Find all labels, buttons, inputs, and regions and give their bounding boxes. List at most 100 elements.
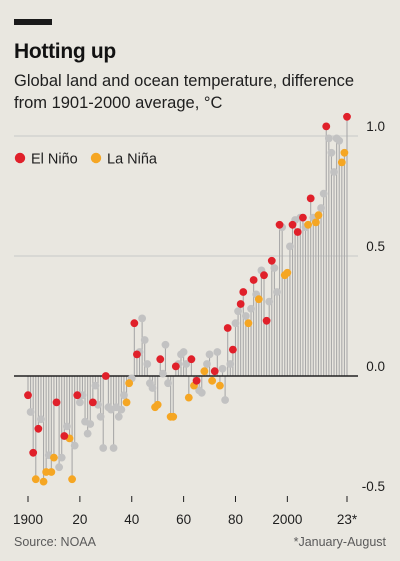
neutral-point-1905 — [37, 415, 45, 424]
y-tick-label: 0.5 — [366, 239, 385, 254]
la-nina-point-2011 — [311, 218, 320, 227]
legend-la-nina-label: La Niña — [107, 152, 158, 168]
el-nino-point-1992 — [262, 316, 271, 325]
y-tick-label: 1.0 — [366, 119, 385, 134]
neutral-point-1993 — [265, 297, 274, 306]
el-nino-point-1977 — [223, 324, 232, 332]
la-nina-point-2021 — [337, 158, 346, 167]
y-tick-label: 0.0 — [366, 359, 385, 374]
neutral-point-1928 — [96, 412, 105, 421]
neutral-point-1953 — [161, 340, 170, 349]
source-note: Source: NOAA — [14, 535, 96, 549]
y-tick-label: -0.5 — [362, 479, 385, 494]
footnote: *January-August — [293, 535, 386, 549]
neutral-point-1973 — [213, 348, 222, 356]
el-nino-point-1979 — [228, 345, 237, 354]
neutral-point-1995 — [270, 264, 279, 272]
neutral-point-1946 — [143, 360, 152, 368]
legend-la-nina-swatch — [90, 152, 102, 164]
neutral-point-1980 — [231, 319, 240, 328]
neutral-point-1923 — [83, 429, 92, 438]
la-nina-point-1909 — [47, 468, 56, 476]
top-rule — [14, 19, 52, 25]
neutral-point-2018 — [330, 168, 338, 176]
el-nino-point-1925 — [88, 398, 97, 407]
stem-layer — [27, 116, 348, 482]
la-nina-point-1938 — [122, 398, 131, 407]
el-nino-point-1930 — [101, 372, 110, 380]
neutral-point-1920 — [75, 398, 84, 407]
neutral-point-2013 — [317, 204, 325, 212]
la-nina-point-1971 — [208, 376, 217, 385]
neutral-point-1948 — [148, 384, 157, 392]
la-nina-point-1974 — [216, 381, 224, 390]
el-nino-point-1987 — [249, 276, 258, 284]
el-nino-point-2006 — [299, 213, 307, 222]
la-nina-point-1962 — [184, 393, 193, 402]
x-tick-label: 80 — [228, 512, 243, 527]
la-nina-point-2012 — [314, 211, 323, 220]
el-nino-point-1994 — [267, 256, 276, 265]
neutral-point-1912 — [55, 463, 64, 472]
la-nina-point-1939 — [125, 379, 134, 388]
neutral-point-1954 — [164, 379, 172, 388]
legend: El Niño La Niña — [14, 152, 158, 168]
legend-el-nino-swatch — [14, 152, 26, 164]
neutral-point-1945 — [140, 336, 149, 344]
x-tick-label: 1900 — [13, 512, 43, 527]
el-nino-point-1965 — [192, 376, 201, 385]
el-nino-point-1902 — [29, 448, 38, 457]
neutral-point-1961 — [182, 360, 191, 368]
neutral-point-2020 — [335, 136, 344, 145]
neutral-point-1967 — [197, 388, 206, 397]
la-nina-point-1950 — [153, 400, 162, 409]
el-nino-point-2023 — [343, 112, 351, 121]
neutral-point-1937 — [120, 391, 128, 400]
neutral-point-1976 — [221, 396, 230, 404]
neutral-point-1901 — [26, 408, 35, 416]
la-nina-point-1985 — [244, 319, 253, 328]
neutral-point-1969 — [203, 360, 211, 368]
neutral-point-1960 — [179, 348, 188, 356]
el-nino-point-2015 — [322, 122, 331, 131]
point-layer — [24, 112, 351, 486]
la-nina-point-2008 — [304, 220, 312, 229]
chart-subtitle: Global land and ocean temperature, diffe… — [14, 72, 355, 112]
el-nino-point-1991 — [260, 271, 268, 280]
el-nino-point-2004 — [293, 228, 302, 236]
neutral-point-1924 — [86, 420, 95, 428]
el-nino-point-2002 — [288, 220, 297, 229]
el-nino-point-1911 — [52, 398, 61, 407]
neutral-point-1981 — [234, 307, 242, 316]
el-nino-point-2009 — [306, 194, 315, 203]
neutral-point-1996 — [273, 288, 281, 296]
x-tick-label: 60 — [176, 512, 191, 527]
el-nino-point-1972 — [210, 367, 219, 376]
el-nino-point-1942 — [133, 350, 141, 359]
el-nino-point-1957 — [171, 362, 180, 371]
neutral-point-1984 — [241, 312, 250, 320]
el-nino-point-1904 — [34, 424, 43, 433]
neutral-point-1970 — [205, 350, 214, 359]
x-tick-label: 23* — [337, 512, 358, 527]
la-nina-point-1989 — [254, 295, 263, 304]
neutral-point-2001 — [286, 242, 294, 251]
neutral-point-1918 — [70, 441, 79, 450]
neutral-point-1952 — [158, 369, 167, 378]
neutral-point-2017 — [327, 148, 336, 157]
el-nino-point-1983 — [239, 288, 248, 296]
neutral-point-1986 — [247, 304, 255, 313]
neutral-point-1933 — [109, 444, 118, 452]
la-nina-point-1968 — [200, 367, 209, 376]
la-nina-point-1956 — [169, 412, 178, 421]
el-nino-point-1941 — [130, 319, 139, 328]
neutral-point-1944 — [138, 314, 147, 323]
neutral-point-2014 — [319, 189, 328, 198]
el-nino-point-1900 — [24, 391, 32, 400]
el-nino-point-1919 — [73, 391, 82, 400]
neutral-point-1926 — [91, 381, 100, 390]
neutral-point-1936 — [117, 405, 126, 414]
neutral-point-1975 — [218, 364, 227, 373]
la-nina-point-1917 — [68, 475, 76, 484]
